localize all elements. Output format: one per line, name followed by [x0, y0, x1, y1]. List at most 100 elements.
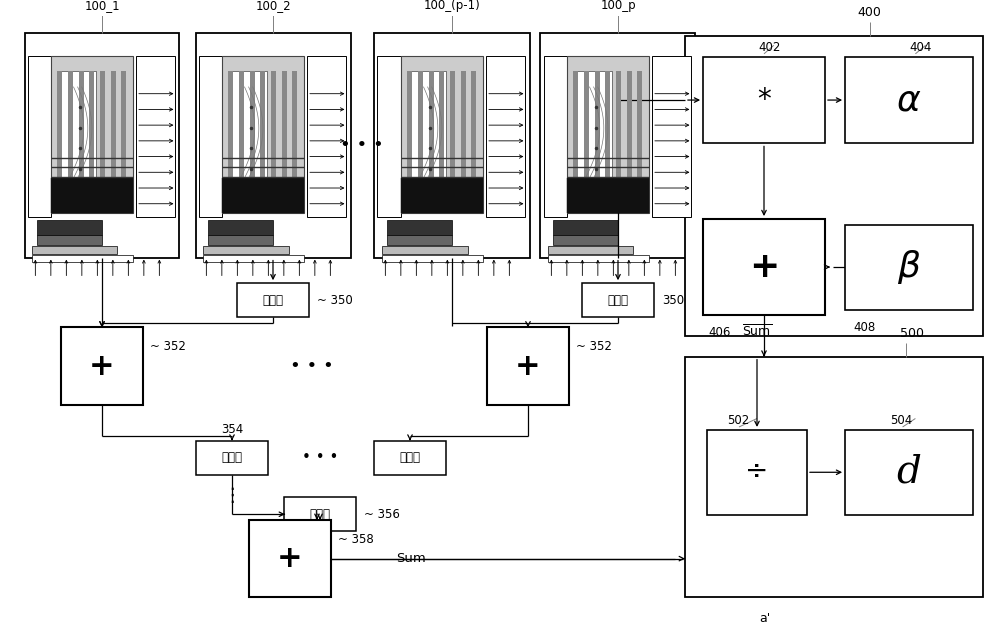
- Bar: [548, 246, 634, 254]
- Bar: [845, 57, 973, 144]
- Bar: [652, 56, 691, 217]
- Bar: [703, 219, 825, 315]
- Bar: [51, 56, 133, 213]
- Text: 500: 500: [900, 327, 924, 339]
- Text: +: +: [277, 544, 303, 573]
- Bar: [24, 33, 179, 258]
- Text: 404: 404: [909, 41, 931, 54]
- Bar: [61, 328, 143, 405]
- Bar: [685, 357, 983, 597]
- Text: 400: 400: [858, 6, 882, 19]
- Bar: [540, 33, 695, 258]
- Text: Sum: Sum: [396, 552, 426, 565]
- Bar: [292, 71, 297, 205]
- Text: 100_p: 100_p: [600, 0, 636, 12]
- Bar: [486, 56, 525, 217]
- Bar: [548, 255, 649, 261]
- Bar: [407, 71, 412, 205]
- Text: 移位器: 移位器: [221, 451, 242, 464]
- Bar: [544, 56, 567, 217]
- Bar: [382, 246, 468, 254]
- Bar: [637, 71, 642, 205]
- Bar: [374, 441, 446, 475]
- Bar: [51, 178, 133, 213]
- Text: 402: 402: [758, 41, 780, 54]
- Text: ~ 352: ~ 352: [576, 340, 612, 353]
- Bar: [377, 56, 401, 217]
- Text: 移位器: 移位器: [608, 293, 629, 306]
- Bar: [222, 56, 304, 213]
- Text: +: +: [515, 352, 541, 381]
- Bar: [198, 56, 222, 217]
- Bar: [401, 56, 483, 213]
- Bar: [582, 283, 654, 317]
- Text: • • •: • • •: [340, 136, 384, 154]
- Bar: [203, 255, 304, 261]
- Bar: [429, 71, 434, 205]
- Bar: [387, 220, 452, 235]
- Bar: [32, 255, 133, 261]
- Bar: [439, 71, 444, 205]
- Bar: [208, 235, 273, 245]
- Text: 100_2: 100_2: [255, 0, 291, 12]
- Bar: [575, 71, 612, 205]
- Bar: [228, 71, 233, 205]
- Bar: [136, 56, 175, 217]
- Text: d: d: [897, 454, 921, 490]
- Text: ~ 356: ~ 356: [364, 508, 400, 521]
- Bar: [307, 56, 346, 217]
- Bar: [553, 220, 618, 235]
- Bar: [59, 71, 96, 205]
- Bar: [121, 71, 126, 205]
- Text: +: +: [89, 352, 115, 381]
- Bar: [616, 71, 621, 205]
- Text: 354: 354: [221, 423, 243, 436]
- Text: ~ 358: ~ 358: [338, 533, 374, 546]
- Text: +: +: [749, 250, 779, 284]
- Bar: [595, 71, 600, 205]
- Bar: [100, 71, 105, 205]
- Text: $\overline{\mathrm{Sum}}$: $\overline{\mathrm{Sum}}$: [742, 324, 772, 339]
- Bar: [230, 71, 267, 205]
- Text: • • •: • • •: [302, 450, 338, 465]
- Bar: [111, 71, 116, 205]
- Bar: [450, 71, 455, 205]
- Bar: [32, 246, 118, 254]
- Text: $\alpha$: $\alpha$: [896, 83, 922, 117]
- Text: 移位器: 移位器: [310, 508, 330, 521]
- Text: ~ 350: ~ 350: [317, 293, 353, 306]
- Bar: [573, 71, 578, 205]
- Text: 100_1: 100_1: [84, 0, 120, 12]
- Bar: [203, 246, 288, 254]
- Bar: [196, 33, 351, 258]
- Bar: [208, 220, 273, 235]
- Bar: [284, 497, 356, 531]
- Bar: [627, 71, 632, 205]
- Bar: [845, 225, 973, 310]
- Bar: [68, 71, 73, 205]
- Bar: [37, 220, 102, 235]
- Bar: [239, 71, 244, 205]
- Bar: [471, 71, 476, 205]
- Bar: [37, 235, 102, 245]
- Text: 移位器: 移位器: [399, 451, 420, 464]
- Text: ÷: ÷: [745, 458, 769, 486]
- Bar: [28, 56, 51, 217]
- Text: 504: 504: [890, 414, 912, 427]
- Bar: [282, 71, 287, 205]
- Bar: [605, 71, 610, 205]
- Bar: [584, 71, 589, 205]
- Bar: [553, 235, 618, 245]
- Bar: [382, 255, 483, 261]
- Bar: [845, 430, 973, 515]
- Text: 408: 408: [853, 321, 875, 334]
- Text: *: *: [757, 86, 771, 114]
- Text: 350: 350: [662, 293, 684, 306]
- Bar: [79, 71, 84, 205]
- Bar: [260, 71, 265, 205]
- Bar: [237, 283, 309, 317]
- Bar: [703, 57, 825, 144]
- Bar: [567, 56, 649, 213]
- Bar: [196, 441, 268, 475]
- Text: $\beta$: $\beta$: [897, 248, 921, 286]
